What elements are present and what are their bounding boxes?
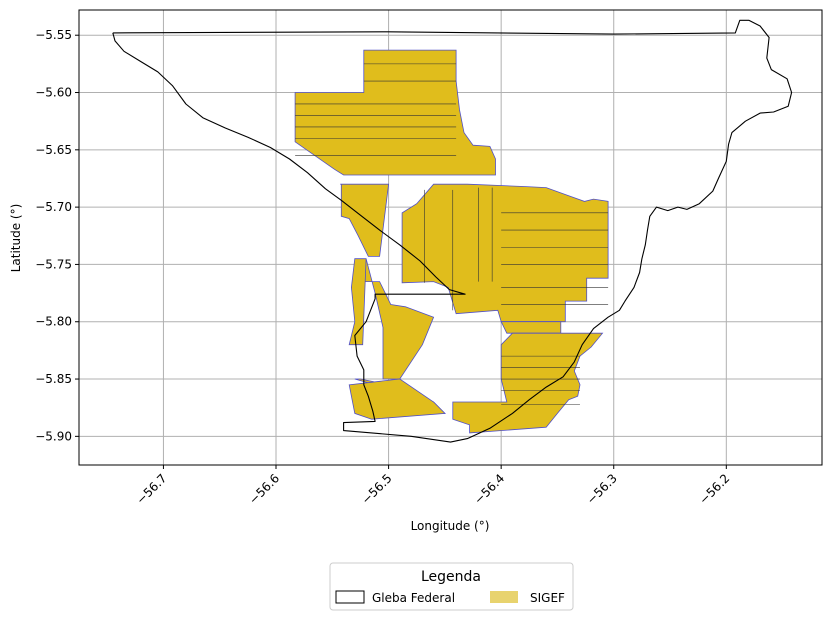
x-tick-label-3: −56.4 (471, 471, 507, 507)
sigef-parcel-8 (348, 378, 446, 420)
y-tick-label-7: −5.90 (35, 429, 72, 443)
x-tick-label-5: −56.2 (697, 471, 733, 507)
sigef-parcel-1 (340, 183, 390, 257)
plot-frame (78, 9, 823, 466)
x-tick-label-4: −56.3 (584, 471, 620, 507)
x-axis-label: Longitude (°) (411, 519, 490, 533)
sigef-parcel-0 (294, 49, 496, 176)
legend-swatch-gleba (335, 590, 365, 604)
x-tick-label-1: −56.6 (246, 471, 282, 507)
y-tick-label-2: −5.65 (35, 143, 72, 157)
map-grid (79, 10, 822, 465)
x-tick-label-0: −56.7 (134, 471, 170, 507)
y-tick-label-4: −5.75 (35, 257, 72, 271)
legend-label-gleba: Gleba Federal (372, 591, 455, 605)
gleba-federal-layer (112, 19, 793, 443)
legend-label-sigef: SIGEF (530, 591, 565, 605)
y-tick-label-1: −5.60 (35, 86, 72, 100)
sigef-parcel-6 (452, 332, 604, 434)
sigef-parcel-3 (362, 258, 435, 380)
sigef-parcel-4 (348, 258, 367, 346)
y-axis-label: Latitude (°) (9, 204, 23, 273)
sigef-parcel-2 (401, 183, 609, 323)
gleba-federal-outline (112, 19, 793, 443)
x-tick-label-2: −56.5 (359, 471, 395, 507)
legend-title: Legenda (421, 569, 481, 585)
y-tick-label-0: −5.55 (35, 28, 72, 42)
sigef-layer (294, 49, 609, 434)
y-axis-ticks: −5.55 −5.60 −5.65 −5.70 −5.75 −5.80 −5.85 −5.90 (35, 28, 79, 443)
sigef-parcel-5 (500, 321, 562, 334)
legend: Legenda Gleba Federal SIGEF (329, 562, 574, 611)
y-tick-label-3: −5.70 (35, 200, 72, 214)
y-tick-label-5: −5.80 (35, 315, 72, 329)
legend-swatch-sigef (490, 591, 518, 603)
y-tick-label-6: −5.85 (35, 372, 72, 386)
x-axis-ticks: −56.7 −56.6 −56.5 −56.4 −56.3 −56.2 (134, 465, 733, 507)
